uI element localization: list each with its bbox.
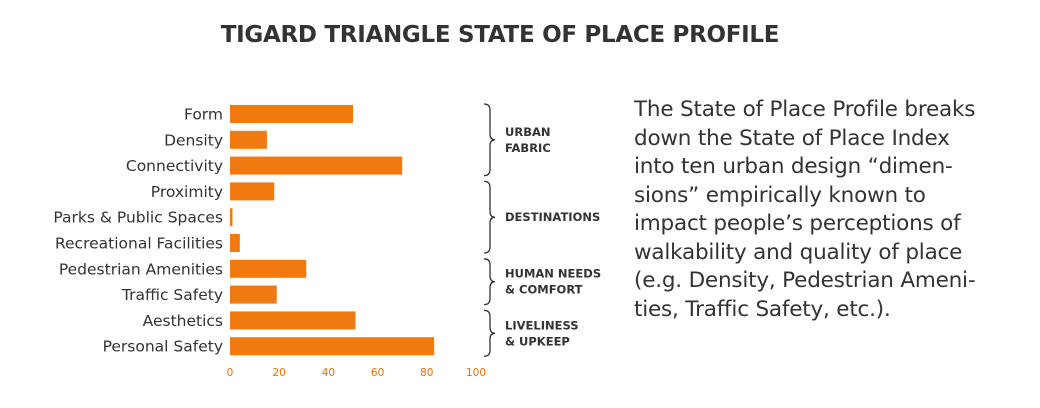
category-label: Recreational Facilities: [55, 235, 223, 253]
x-tick-label: 80: [420, 367, 433, 379]
category-label: Parks & Public Spaces: [53, 209, 223, 227]
x-tick-label: 60: [371, 367, 384, 379]
category-label: Aesthetics: [143, 312, 223, 330]
bar: [230, 311, 356, 330]
x-tick-label: 100: [466, 367, 486, 379]
group-label: URBAN: [505, 125, 550, 139]
group-label: LIVELINESS: [505, 318, 579, 332]
description-line: impact people’s perceptions of: [634, 211, 961, 236]
group-label: HUMAN NEEDS: [505, 267, 601, 281]
bars-layer: [230, 105, 435, 356]
bar: [230, 234, 240, 252]
x-tick-label: 20: [273, 367, 286, 379]
category-label: Form: [184, 106, 223, 124]
bar: [230, 105, 353, 123]
description-line: ties, Traffic Safety, etc.).: [634, 296, 891, 322]
chart-title: TIGARD TRIANGLE STATE OF PLACE PROFILE: [220, 22, 780, 48]
bar: [230, 182, 275, 201]
bar: [230, 285, 277, 304]
category-label: Personal Safety: [103, 338, 223, 356]
category-label: Pedestrian Amenities: [59, 260, 223, 278]
description-text: The State of Place Profile breaks down th…: [634, 96, 1034, 324]
category-label: Traffic Safety: [121, 286, 223, 304]
x-tick-label: 0: [227, 367, 234, 379]
group-annotations: URBAN FABRIC DESTINATIONS HUMAN NEEDS & COMF…: [483, 103, 601, 357]
group-label: & UPKEEP: [505, 334, 570, 348]
category-label: Connectivity: [126, 157, 223, 175]
bar: [230, 337, 435, 356]
x-tick-label: 40: [322, 367, 335, 379]
description-line: walkability and quality of place: [634, 239, 963, 265]
bar: [230, 259, 307, 278]
group-label: & COMFORT: [505, 283, 583, 297]
category-labels: Form Density Connectivity Proximity Parks & …: [53, 106, 223, 356]
bar-chart: Form Density Connectivity Proximity Parks & …: [53, 103, 601, 379]
description-line: The State of Place Profile breaks: [634, 97, 976, 122]
description-line: sions” empirically known to: [634, 182, 926, 208]
group-brace: [483, 309, 496, 357]
group-brace: [483, 258, 496, 306]
bar: [230, 130, 267, 149]
bar: [230, 208, 233, 227]
category-label: Proximity: [151, 183, 223, 201]
group-brace: [483, 103, 496, 177]
group-label: DESTINATIONS: [505, 210, 600, 224]
group-brace: [483, 180, 496, 254]
group-label: FABRIC: [505, 141, 551, 155]
bar: [230, 156, 403, 175]
description-line: down the State of Place Index: [634, 125, 950, 151]
category-label: Density: [164, 131, 223, 149]
description-line: into ten urban design “dimen-: [634, 154, 953, 179]
description-line: (e.g. Density, Pedestrian Ameni-: [634, 268, 976, 293]
x-axis-ticks: 0 20 40 60 80 100: [227, 367, 486, 379]
